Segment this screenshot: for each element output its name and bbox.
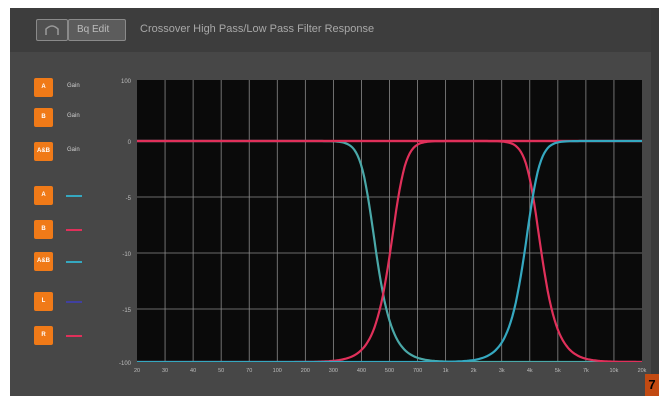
channel-color-swatch <box>66 301 82 303</box>
channel-button[interactable]: A&B <box>34 142 53 161</box>
title-bar: Bq Edit Crossover High Pass/Low Pass Fil… <box>10 8 659 52</box>
x-tick-label: 70 <box>246 368 252 374</box>
channel-button[interactable]: B <box>34 220 53 239</box>
home-button[interactable] <box>36 19 68 41</box>
channel-color-swatch <box>66 261 82 263</box>
x-tick-label: 500 <box>385 368 394 374</box>
x-tick-label: 400 <box>357 368 366 374</box>
x-tick-label: 200 <box>301 368 310 374</box>
x-tick-label: 2k <box>471 368 477 374</box>
channel-label: Gain <box>67 113 80 119</box>
x-tick-label: 7k <box>583 368 589 374</box>
channel-color-swatch <box>66 195 82 197</box>
channel-button[interactable]: A <box>34 78 53 97</box>
corner-tag: 7 <box>645 374 659 396</box>
response-chart-svg <box>137 80 642 364</box>
x-tick-label: 1k <box>443 368 449 374</box>
x-tick-label: 10k <box>610 368 619 374</box>
channel-label: Gain <box>67 83 80 89</box>
y-tick-label: 100 <box>121 79 132 85</box>
x-tick-label: 3k <box>499 368 505 374</box>
frequency-response-plot <box>137 80 642 364</box>
y-tick-label: -15 <box>122 308 131 314</box>
x-tick-label: 700 <box>413 368 422 374</box>
channel-color-swatch <box>66 335 82 337</box>
x-tick-label: 20 <box>134 368 140 374</box>
y-tick-label: -100 <box>119 361 132 367</box>
x-tick-label: 100 <box>273 368 282 374</box>
window-right-edge <box>651 8 659 396</box>
home-icon <box>45 25 59 35</box>
channel-label: Gain <box>67 147 80 153</box>
x-tick-label: 5k <box>555 368 561 374</box>
y-tick-label: 0 <box>128 140 132 146</box>
graph-view-label: Bq Edit <box>77 24 110 35</box>
x-tick-label: 50 <box>218 368 224 374</box>
channel-button[interactable]: A <box>34 186 53 205</box>
channel-button[interactable]: B <box>34 108 53 127</box>
channel-button[interactable]: L <box>34 292 53 311</box>
x-tick-label: 30 <box>162 368 168 374</box>
graph-view-button[interactable]: Bq Edit <box>68 19 126 41</box>
x-tick-label: 40 <box>190 368 196 374</box>
y-tick-label: -10 <box>122 252 131 258</box>
crossover-window: Bq Edit Crossover High Pass/Low Pass Fil… <box>10 8 659 396</box>
channel-button[interactable]: A&B <box>34 252 53 271</box>
channel-button[interactable]: R <box>34 326 53 345</box>
x-tick-label: 300 <box>329 368 338 374</box>
y-tick-label: -5 <box>126 196 132 202</box>
x-tick-label: 4k <box>527 368 533 374</box>
channel-color-swatch <box>66 229 82 231</box>
window-title: Crossover High Pass/Low Pass Filter Resp… <box>140 23 375 35</box>
response-curve-3 <box>137 139 642 364</box>
